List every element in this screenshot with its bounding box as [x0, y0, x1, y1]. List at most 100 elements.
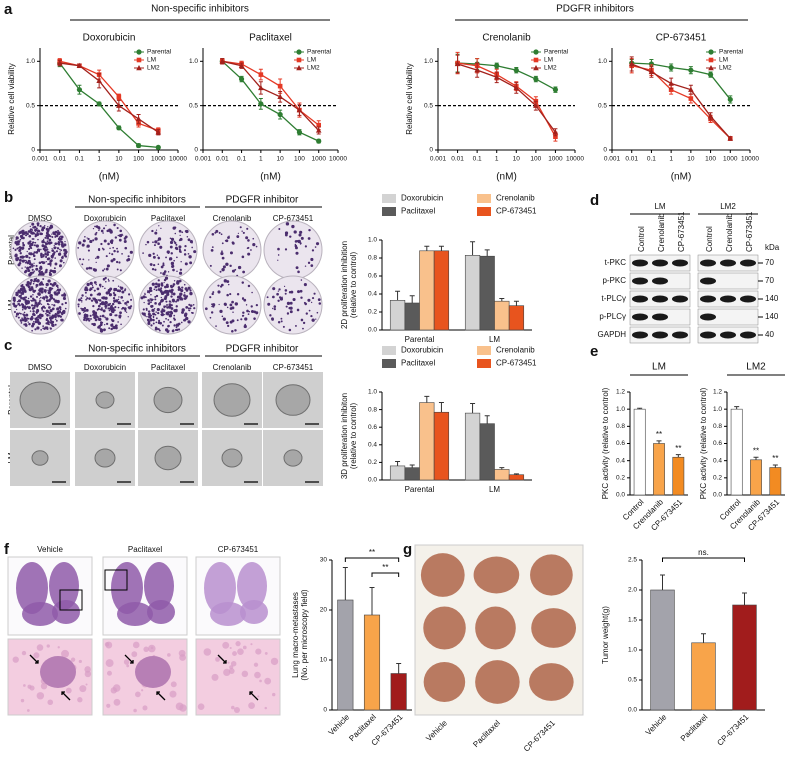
marker	[296, 107, 303, 113]
lane-label: Crenolanib	[657, 213, 666, 252]
colony	[217, 290, 221, 294]
marker	[533, 102, 539, 108]
y-tick-label: 0	[31, 147, 35, 154]
colony	[33, 264, 35, 267]
tissue	[126, 664, 130, 668]
y-tick-label: 1.2	[713, 389, 722, 396]
metastasis	[135, 656, 171, 688]
marker	[668, 80, 674, 86]
legend-swatch	[382, 194, 396, 203]
colony	[123, 239, 127, 243]
colony	[170, 290, 174, 294]
colony	[92, 322, 96, 327]
legend-swatch	[477, 207, 491, 216]
legend-label: LM	[307, 57, 316, 64]
comparison-bracket	[344, 557, 400, 562]
colony	[160, 282, 164, 285]
colony	[229, 303, 233, 307]
colony	[169, 284, 173, 288]
colony	[245, 236, 249, 240]
colony	[114, 236, 118, 239]
series-line	[59, 60, 159, 132]
x-axis-label: (nM)	[260, 172, 281, 183]
size-label: 70	[765, 276, 774, 285]
colony	[55, 230, 57, 233]
colony	[118, 314, 122, 318]
colony	[283, 285, 286, 288]
colony	[120, 302, 122, 305]
zoom-box	[59, 589, 83, 611]
colony	[99, 315, 102, 318]
blot-row-label: p-PKC	[602, 276, 626, 285]
colony	[183, 318, 187, 322]
colony	[21, 303, 23, 305]
colony	[109, 240, 114, 244]
colony	[316, 311, 319, 314]
tissue	[169, 690, 177, 698]
colony	[187, 307, 190, 310]
colony	[27, 261, 30, 263]
legend-swatch	[382, 346, 396, 355]
legend-label: CP-673451	[496, 359, 537, 368]
y-tick-label: 1.0	[713, 406, 722, 413]
colony	[192, 303, 195, 306]
colony	[36, 320, 40, 324]
colony	[60, 249, 63, 252]
band	[632, 313, 648, 321]
colony	[284, 292, 287, 295]
marker	[76, 62, 83, 68]
x-tick-label: 10	[115, 156, 123, 163]
colony	[62, 293, 67, 297]
colony	[150, 324, 153, 327]
colony	[47, 319, 49, 322]
colony	[221, 242, 224, 245]
colony	[165, 311, 169, 315]
legend-marker	[708, 49, 714, 55]
colony	[178, 279, 182, 283]
colony	[242, 231, 245, 234]
colony	[38, 250, 40, 253]
colony	[24, 320, 27, 323]
marker	[316, 122, 322, 128]
colony	[112, 291, 116, 295]
comparison-label: **	[369, 548, 375, 557]
colony	[155, 317, 158, 320]
colony	[48, 272, 52, 277]
colony	[221, 250, 223, 253]
colony	[299, 242, 302, 245]
colony	[83, 310, 86, 313]
y-tick-label: 1.2	[616, 389, 625, 396]
comparison-label: **	[382, 563, 388, 572]
colony	[118, 296, 120, 298]
colony	[58, 306, 62, 309]
x-tick-label: 1000	[311, 156, 326, 163]
colony	[108, 280, 110, 282]
colony	[39, 265, 43, 269]
lane-label: CP-673451	[745, 211, 754, 252]
colony	[103, 328, 106, 332]
error-bar	[772, 464, 778, 468]
colony	[163, 270, 167, 273]
colony	[105, 307, 107, 310]
colony	[51, 249, 54, 252]
tissue	[197, 703, 205, 711]
colony	[41, 244, 45, 248]
colony	[157, 279, 160, 282]
colony	[124, 235, 128, 239]
colony	[46, 253, 49, 255]
colony	[42, 254, 45, 257]
colony	[247, 284, 251, 288]
tissue	[29, 685, 35, 691]
x-tick-label: 0.01	[216, 156, 229, 163]
colony	[171, 298, 175, 302]
colony	[57, 243, 61, 246]
colony	[21, 284, 24, 287]
colony	[109, 302, 112, 305]
colony	[113, 295, 116, 297]
colony	[34, 301, 38, 305]
colony	[226, 280, 230, 283]
colony	[28, 247, 31, 251]
colony	[49, 287, 51, 290]
colony	[28, 265, 32, 269]
tissue	[46, 644, 50, 648]
